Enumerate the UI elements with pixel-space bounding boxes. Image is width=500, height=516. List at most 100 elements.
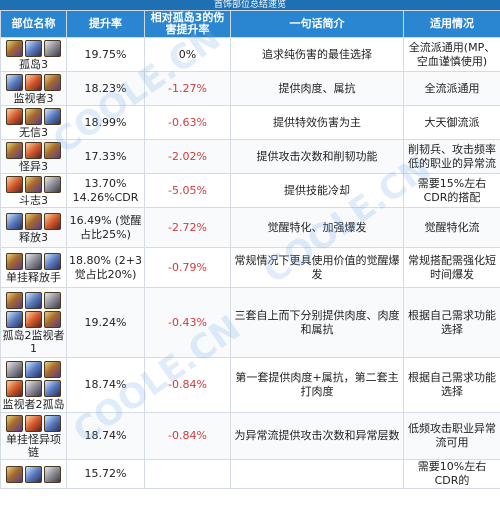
table-row: 监视者3 18.23% -1.27% 提供肉度、属抗 全流派通用 (0, 71, 500, 106)
table-body: 孤岛3 19.75% 0% 追求纯伤害的最佳选择 全流派通用(MP、空血谨慎使用) 监视者… (0, 37, 500, 489)
cell-boost: 18.80% (2+3觉占比20%) (66, 247, 145, 288)
equipment-icon (6, 311, 23, 328)
table-banner: 首饰部位总结速览 (0, 0, 500, 10)
equipment-icon (25, 292, 42, 309)
equipment-icon (6, 415, 23, 432)
cell-boost: 18.74% (66, 357, 145, 413)
cell-fit: 需要10%左右CDR的 (403, 459, 500, 489)
cell-boost: 17.33% (66, 139, 145, 174)
cell-relative: -0.84% (144, 357, 231, 413)
cell-part-name: 斗志3 (0, 173, 67, 208)
cell-fit: 觉醒特化流 (403, 207, 500, 248)
cell-fit: 低频攻击职业异常流可用 (403, 412, 500, 460)
cell-boost: 13.70% 14.26%CDR (66, 173, 145, 208)
cell-part-name: 监视者2孤岛 (0, 357, 67, 413)
equipment-icon (25, 142, 42, 159)
equipment-icon (25, 311, 42, 328)
part-name: 单挂怪异项链 (6, 433, 61, 459)
equipment-icon (6, 466, 23, 483)
cell-fit: 全流派通用 (403, 71, 500, 106)
cell-relative: -0.79% (144, 247, 231, 288)
header-relative: 相对孤岛3的伤害提升率 (144, 10, 231, 38)
equipment-icons (2, 74, 65, 91)
cell-boost: 16.49% (觉醒占比25%) (66, 207, 145, 248)
equipment-icons (2, 466, 65, 483)
cell-fit: 根据自己需求功能选择 (403, 357, 500, 413)
summary-table: 部位名称 提升率 相对孤岛3的伤害提升率 一句话简介 适用情况 孤岛3 19.75… (0, 10, 500, 489)
equipment-icons (2, 142, 65, 159)
header-name: 部位名称 (0, 10, 67, 38)
table-row: 怪异3 17.33% -2.02% 提供攻击次数和削韧功能 削韧兵、攻击频率低的职业的异… (0, 139, 500, 174)
part-name: 监视者3 (13, 92, 54, 105)
cell-relative: 0% (144, 37, 231, 72)
cell-relative: -0.84% (144, 412, 231, 460)
header-fit: 适用情况 (403, 10, 500, 38)
part-name: 孤岛3 (19, 58, 48, 71)
cell-summary: 为异常流提供攻击次数和异常层数 (230, 412, 404, 460)
part-name: 释放3 (19, 231, 48, 244)
equipment-icon (44, 253, 61, 270)
equipment-icon (25, 466, 42, 483)
cell-part-name: 怪异3 (0, 139, 67, 174)
cell-part-name: 孤岛2监视者1 (0, 287, 67, 358)
equipment-icons (2, 213, 65, 230)
header-summary: 一句话简介 (230, 10, 404, 38)
cell-fit: 常规搭配需强化短时间爆发 (403, 247, 500, 288)
cell-summary: 追求纯伤害的最佳选择 (230, 37, 404, 72)
part-name: 无信3 (19, 126, 48, 139)
cell-fit: 根据自己需求功能选择 (403, 287, 500, 358)
equipment-icon (44, 380, 61, 397)
cell-summary: 常规情况下更具使用价值的觉醒爆发 (230, 247, 404, 288)
cell-relative: -2.72% (144, 207, 231, 248)
table-row: 斗志3 13.70% 14.26%CDR -5.05% 提供技能冷却 需要15%左右CD… (0, 173, 500, 208)
equipment-icon (44, 311, 61, 328)
equipment-icon (25, 108, 42, 125)
equipment-icon (44, 176, 61, 193)
equipment-icon (25, 253, 42, 270)
equipment-icon (6, 292, 23, 309)
cell-summary: 第一套提供肉度+属抗，第二套主打肉度 (230, 357, 404, 413)
cell-boost: 19.24% (66, 287, 145, 358)
table-row: 无信3 18.99% -0.63% 提供特效伤害为主 大天御流派 (0, 105, 500, 140)
cell-relative: -0.63% (144, 105, 231, 140)
cell-relative (144, 459, 231, 489)
equipment-icon (25, 361, 42, 378)
cell-boost: 18.23% (66, 71, 145, 106)
equipment-icon (44, 213, 61, 230)
table-row: 孤岛3 19.75% 0% 追求纯伤害的最佳选择 全流派通用(MP、空血谨慎使用) (0, 37, 500, 72)
equipment-icon (6, 361, 23, 378)
equipment-icons (2, 415, 65, 432)
part-name: 怪异3 (19, 160, 48, 173)
table-row: 15.72% 需要10%左右CDR的 (0, 459, 500, 489)
cell-summary: 提供肉度、属抗 (230, 71, 404, 106)
cell-fit: 大天御流派 (403, 105, 500, 140)
cell-part-name (0, 459, 67, 489)
table-row: 监视者2孤岛 18.74% -0.84% 第一套提供肉度+属抗，第二套主打肉度 根据自己… (0, 357, 500, 413)
equipment-icon (6, 380, 23, 397)
table-row: 单挂释放手 18.80% (2+3觉占比20%) -0.79% 常规情况下更具使用价值… (0, 247, 500, 288)
equipment-icons (2, 361, 65, 397)
cell-part-name: 监视者3 (0, 71, 67, 106)
cell-fit: 需要15%左右CDR的搭配 (403, 173, 500, 208)
equipment-icon (44, 40, 61, 57)
equipment-icon (44, 74, 61, 91)
cell-summary: 提供特效伤害为主 (230, 105, 404, 140)
cell-boost: 15.72% (66, 459, 145, 489)
cell-summary: 三套自上而下分别提供肉度、肉度和属抗 (230, 287, 404, 358)
part-name: 单挂释放手 (6, 271, 61, 284)
equipment-icon (25, 74, 42, 91)
header-boost: 提升率 (66, 10, 145, 38)
cell-part-name: 孤岛3 (0, 37, 67, 72)
cell-relative: -0.43% (144, 287, 231, 358)
equipment-icon (6, 253, 23, 270)
equipment-icon (6, 74, 23, 91)
cell-summary: 觉醒特化、加强爆发 (230, 207, 404, 248)
cell-relative: -1.27% (144, 71, 231, 106)
equipment-icon (44, 108, 61, 125)
equipment-icons (2, 176, 65, 193)
cell-boost: 18.99% (66, 105, 145, 140)
equipment-icon (25, 380, 42, 397)
cell-part-name: 单挂怪异项链 (0, 412, 67, 460)
table-row: 孤岛2监视者1 19.24% -0.43% 三套自上而下分别提供肉度、肉度和属抗 根据自… (0, 287, 500, 358)
cell-summary: 提供技能冷却 (230, 173, 404, 208)
